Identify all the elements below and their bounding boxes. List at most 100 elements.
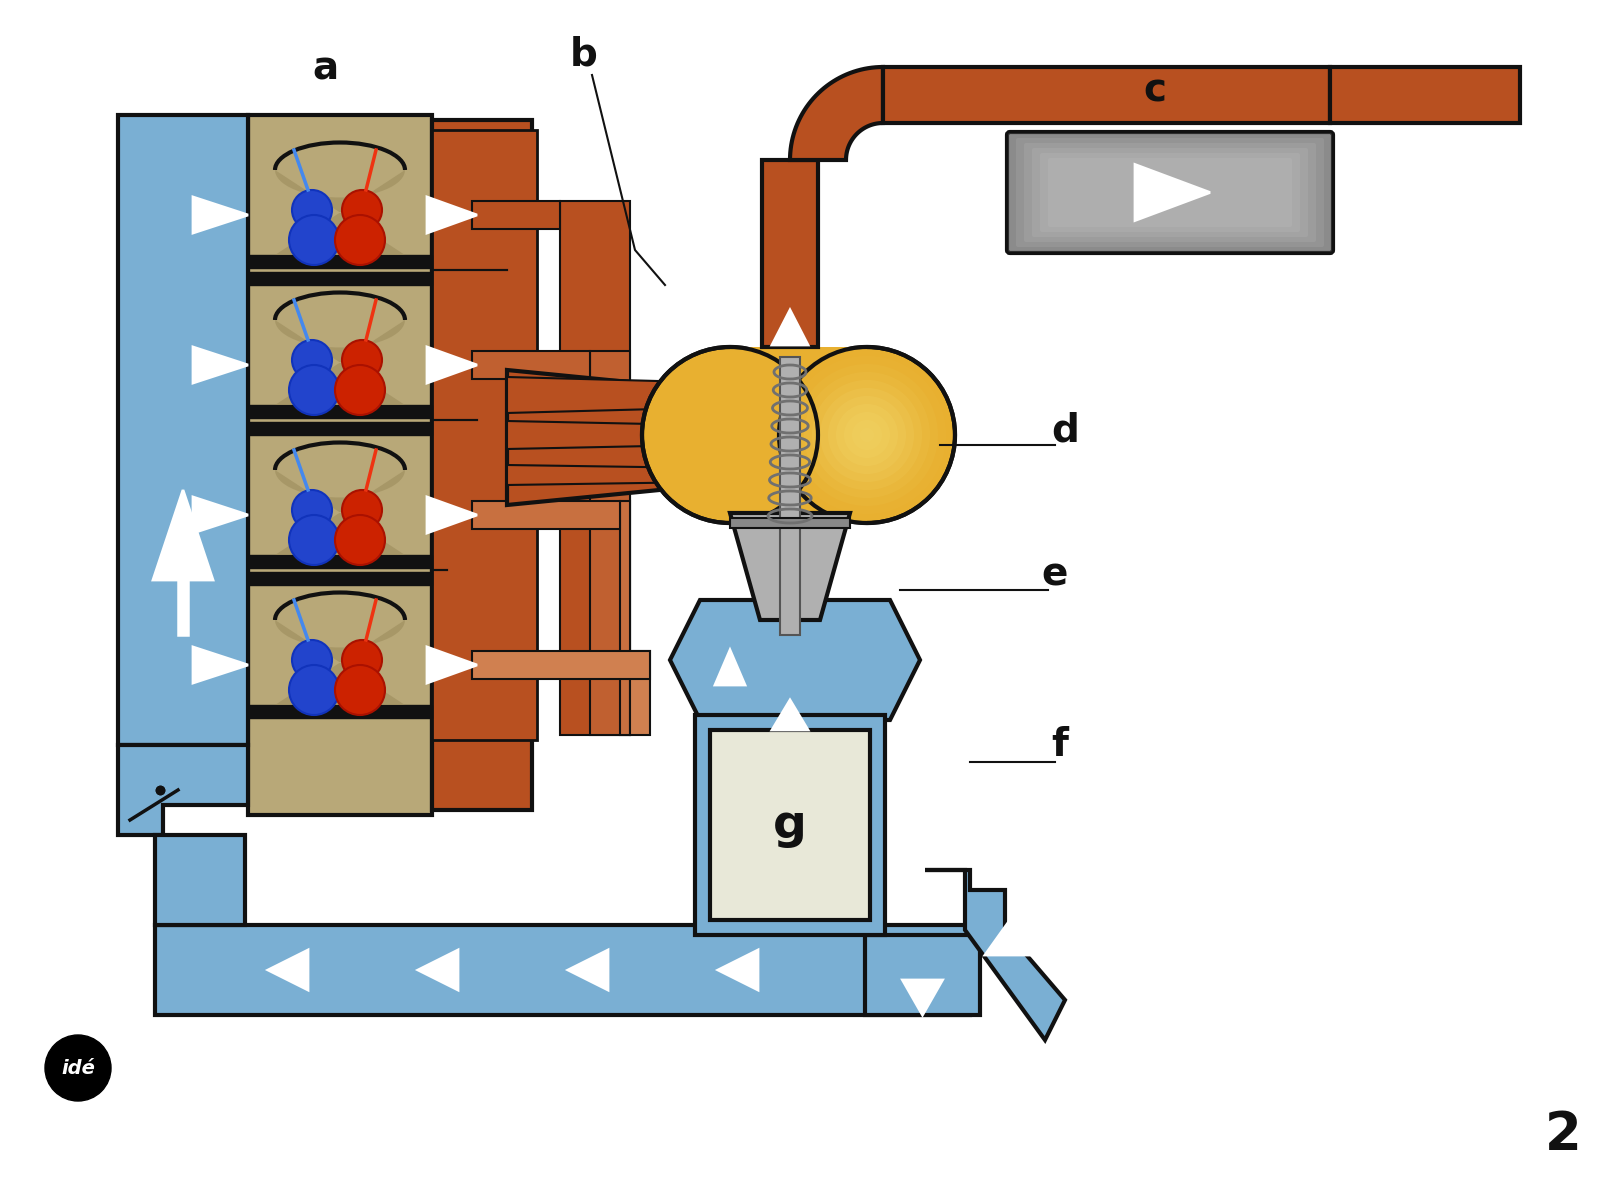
FancyBboxPatch shape	[1048, 158, 1293, 227]
Polygon shape	[155, 835, 245, 925]
Polygon shape	[730, 518, 850, 528]
Polygon shape	[1330, 67, 1520, 122]
Text: idé: idé	[61, 1058, 94, 1078]
Polygon shape	[248, 272, 432, 284]
Polygon shape	[670, 600, 920, 720]
Polygon shape	[472, 350, 590, 379]
Polygon shape	[560, 200, 630, 734]
Polygon shape	[472, 650, 650, 679]
Polygon shape	[507, 464, 710, 485]
Text: c: c	[1144, 71, 1166, 109]
Circle shape	[334, 365, 386, 415]
Circle shape	[813, 380, 922, 490]
Circle shape	[342, 640, 382, 680]
Polygon shape	[427, 497, 477, 533]
Circle shape	[861, 428, 874, 442]
Polygon shape	[118, 115, 248, 745]
Polygon shape	[472, 502, 621, 529]
Polygon shape	[507, 421, 710, 449]
Polygon shape	[194, 497, 248, 533]
Polygon shape	[248, 704, 432, 718]
Polygon shape	[248, 554, 432, 568]
Polygon shape	[155, 925, 970, 1015]
Polygon shape	[1134, 164, 1210, 221]
Polygon shape	[154, 490, 213, 580]
Polygon shape	[621, 502, 630, 734]
Circle shape	[291, 490, 333, 530]
Polygon shape	[730, 347, 867, 523]
Text: g: g	[773, 803, 806, 847]
Circle shape	[334, 665, 386, 715]
Circle shape	[290, 215, 339, 265]
Polygon shape	[194, 647, 248, 683]
Polygon shape	[275, 170, 405, 254]
Text: e: e	[1042, 556, 1069, 594]
FancyBboxPatch shape	[1032, 148, 1309, 236]
Circle shape	[342, 190, 382, 230]
FancyBboxPatch shape	[1016, 138, 1325, 247]
FancyBboxPatch shape	[1008, 133, 1331, 252]
Circle shape	[291, 340, 333, 380]
Polygon shape	[248, 422, 432, 434]
Polygon shape	[427, 347, 477, 383]
Text: 2: 2	[1546, 1109, 1582, 1162]
Circle shape	[291, 190, 333, 230]
Polygon shape	[710, 730, 870, 920]
Circle shape	[334, 215, 386, 265]
Circle shape	[290, 665, 339, 715]
Polygon shape	[590, 350, 630, 734]
Circle shape	[290, 515, 339, 565]
Polygon shape	[248, 572, 432, 584]
Circle shape	[779, 347, 955, 523]
Polygon shape	[507, 370, 710, 505]
Polygon shape	[925, 870, 1066, 1040]
Polygon shape	[118, 745, 248, 835]
Polygon shape	[718, 950, 758, 990]
Polygon shape	[762, 160, 818, 347]
Circle shape	[787, 356, 946, 514]
Polygon shape	[630, 650, 650, 734]
Text: b: b	[570, 36, 598, 74]
Polygon shape	[275, 320, 405, 404]
Polygon shape	[432, 130, 538, 740]
Text: f: f	[1051, 726, 1069, 764]
Circle shape	[291, 640, 333, 680]
Polygon shape	[694, 715, 885, 935]
Polygon shape	[507, 377, 710, 413]
Polygon shape	[771, 700, 808, 730]
Circle shape	[642, 347, 818, 523]
Polygon shape	[790, 67, 883, 160]
Circle shape	[334, 515, 386, 565]
Polygon shape	[866, 935, 979, 1015]
Polygon shape	[418, 950, 458, 990]
Circle shape	[819, 388, 914, 482]
Polygon shape	[771, 310, 808, 346]
Polygon shape	[248, 254, 432, 268]
FancyBboxPatch shape	[1024, 143, 1315, 242]
FancyBboxPatch shape	[1006, 132, 1333, 253]
Polygon shape	[902, 980, 942, 1015]
Polygon shape	[432, 120, 531, 810]
Polygon shape	[715, 650, 746, 685]
Polygon shape	[883, 67, 1330, 122]
Polygon shape	[427, 647, 477, 683]
Circle shape	[851, 420, 882, 450]
Circle shape	[797, 364, 938, 506]
Polygon shape	[568, 950, 608, 990]
Polygon shape	[194, 347, 248, 383]
Circle shape	[805, 372, 930, 498]
Text: d: d	[1051, 410, 1078, 449]
Polygon shape	[275, 470, 405, 554]
Polygon shape	[986, 920, 1035, 955]
FancyBboxPatch shape	[1040, 152, 1299, 232]
Polygon shape	[269, 950, 307, 990]
Text: a: a	[312, 49, 338, 86]
Circle shape	[290, 365, 339, 415]
Polygon shape	[248, 115, 432, 815]
Polygon shape	[248, 404, 432, 418]
Circle shape	[45, 1034, 110, 1102]
Polygon shape	[194, 197, 248, 233]
Circle shape	[845, 412, 890, 458]
Polygon shape	[427, 197, 477, 233]
Polygon shape	[781, 358, 800, 635]
